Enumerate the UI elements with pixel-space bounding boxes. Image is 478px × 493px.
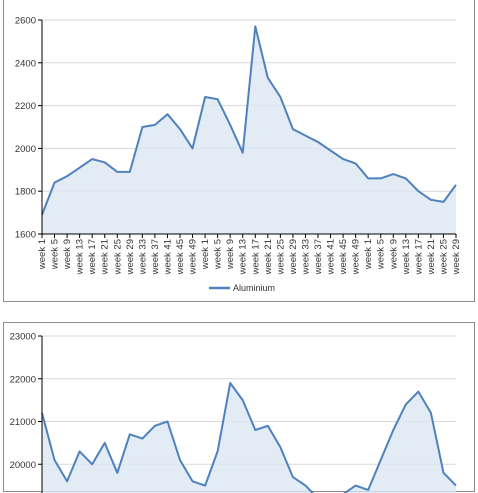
x-tick-label: week 49 <box>351 239 362 275</box>
y-tick-label: 1600 <box>15 230 36 241</box>
second-chart: 20000 21000 22000 23000 <box>10 332 457 493</box>
x-tick-label: week 5 <box>213 239 224 270</box>
c1-series-area <box>42 26 456 235</box>
x-tick-label: week 33 <box>137 239 148 275</box>
c2-y-tick-labels: 20000 21000 22000 23000 <box>10 332 36 471</box>
c1-x-tick-labels: week 1 week 5 week 9 week 13 week 17 week 21 w… <box>37 234 462 275</box>
x-tick-label: week 37 <box>150 239 161 275</box>
x-tick-label: week 45 <box>338 239 349 275</box>
x-tick-label: week 41 <box>162 239 173 275</box>
y-tick-label: 2600 <box>15 16 36 27</box>
x-tick-label: week 9 <box>62 239 73 270</box>
x-tick-label: week 9 <box>225 239 236 270</box>
x-tick-label: week 5 <box>376 239 387 270</box>
aluminium-chart-panel: 1600 1800 2000 2200 2400 2600 week 1 week 5 wee… <box>3 0 475 302</box>
x-tick-label: week 9 <box>388 239 399 270</box>
c2-axes <box>38 335 43 493</box>
x-tick-label: week 29 <box>288 239 299 275</box>
y-tick-label: 23000 <box>10 332 36 343</box>
x-tick-label: week 33 <box>300 239 311 275</box>
c1-series-line <box>41 25 457 216</box>
c1-legend: Aluminium <box>209 283 275 293</box>
y-tick-label: 2200 <box>15 101 36 112</box>
c1-legend-label: Aluminium <box>233 283 275 293</box>
x-tick-label: week 1 <box>37 239 48 270</box>
x-tick-label: week 41 <box>326 239 337 275</box>
x-tick-label: week 13 <box>238 239 249 275</box>
x-tick-label: week 21 <box>426 239 437 275</box>
y-tick-label: 1800 <box>15 187 36 198</box>
x-tick-label: week 21 <box>100 239 111 275</box>
y-tick-label: 22000 <box>10 374 36 385</box>
x-tick-label: week 45 <box>175 239 186 275</box>
x-tick-label: week 1 <box>200 239 211 270</box>
y-tick-label: 2400 <box>15 58 36 69</box>
x-tick-label: week 13 <box>75 239 86 275</box>
x-tick-label: week 17 <box>250 239 261 275</box>
x-tick-label: week 13 <box>401 239 412 275</box>
c2-series-line <box>41 382 457 493</box>
second-chart-panel: 20000 21000 22000 23000 <box>3 322 475 493</box>
x-tick-label: week 49 <box>188 239 199 275</box>
x-tick-label: week 17 <box>87 239 98 275</box>
x-tick-label: week 1 <box>363 239 374 270</box>
x-tick-label: week 37 <box>313 239 324 275</box>
x-tick-label: week 29 <box>451 239 462 275</box>
x-tick-label: week 21 <box>263 239 274 275</box>
c2-series-area <box>42 383 456 493</box>
x-tick-label: week 5 <box>50 239 61 270</box>
c1-axes <box>38 19 456 235</box>
c1-y-tick-labels: 1600 1800 2000 2200 2400 2600 <box>15 16 36 241</box>
x-tick-label: week 25 <box>275 239 286 275</box>
x-tick-label: week 25 <box>112 239 123 275</box>
y-tick-label: 2000 <box>15 144 36 155</box>
x-tick-label: week 17 <box>413 239 424 275</box>
y-tick-label: 21000 <box>10 417 36 428</box>
x-tick-label: week 25 <box>438 239 449 275</box>
x-tick-label: week 29 <box>125 239 136 275</box>
y-tick-label: 20000 <box>10 460 36 471</box>
